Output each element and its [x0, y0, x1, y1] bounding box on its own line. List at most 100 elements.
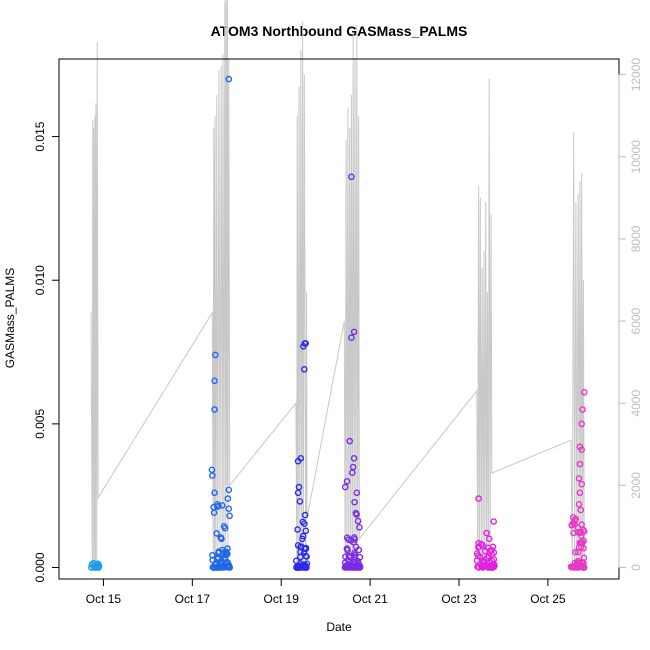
data-point [578, 446, 586, 454]
data-point [300, 365, 308, 373]
data-point [341, 483, 349, 491]
data-point [225, 486, 233, 494]
data-point [572, 548, 579, 556]
data-point [299, 532, 307, 540]
y-axis: 0.000 0.005 0.010 0.015 [33, 121, 60, 583]
y-tick-label: 0.000 [33, 552, 47, 582]
data-point [297, 454, 305, 462]
data-point [88, 564, 95, 571]
data-point [483, 529, 490, 537]
data-point [575, 500, 583, 508]
data-point [346, 437, 354, 445]
x-axis-label: Date [326, 620, 352, 634]
data-point [225, 505, 232, 513]
data-point [226, 512, 233, 520]
y-tick-label: 0.015 [33, 121, 47, 151]
gasmass-series [88, 75, 588, 571]
data-point [299, 535, 306, 543]
data-point [570, 529, 577, 537]
y2-tick-label: 4000 [629, 390, 643, 417]
data-point [345, 563, 353, 570]
data-point [485, 535, 493, 543]
data-point [580, 537, 588, 545]
y2-tick-label: 10000 [629, 140, 643, 174]
data-point [225, 75, 233, 83]
data-point [294, 526, 301, 533]
data-point [345, 536, 352, 543]
data-point [578, 480, 586, 488]
data-point [353, 511, 360, 518]
data-point [350, 454, 358, 462]
data-point [211, 489, 218, 497]
x-tick-label: Oct 21 [352, 592, 388, 606]
data-point [490, 556, 498, 563]
data-point [302, 545, 310, 553]
data-point [345, 552, 353, 560]
data-point [302, 552, 310, 560]
data-point [355, 546, 363, 554]
data-point [576, 489, 584, 497]
altitude-series [90, 0, 585, 568]
flight-5-points [473, 495, 498, 571]
data-point [343, 477, 351, 485]
data-point [344, 546, 351, 554]
data-point [355, 561, 363, 569]
y-tick-label: 0.010 [33, 265, 47, 295]
data-point [350, 328, 358, 336]
data-point [485, 552, 493, 560]
flight-6-points [567, 388, 588, 571]
data-point [481, 547, 489, 555]
data-point [302, 527, 310, 535]
data-point [580, 564, 588, 571]
y2-tick-label: 6000 [629, 307, 643, 334]
flight-4-points [341, 173, 364, 571]
data-point [577, 506, 585, 514]
data-point [214, 554, 222, 561]
data-point [224, 545, 231, 552]
data-point [211, 406, 218, 413]
data-point [572, 515, 580, 523]
flight-3-points [292, 340, 311, 571]
data-point [473, 557, 481, 564]
data-point [296, 498, 304, 505]
data-point [210, 503, 217, 511]
data-point [568, 521, 576, 529]
data-point [211, 377, 218, 385]
altitude-line [90, 0, 585, 568]
data-point [490, 549, 498, 556]
data-point [217, 534, 225, 541]
data-point [220, 549, 227, 556]
data-point [294, 564, 302, 571]
data-point [348, 173, 355, 181]
data-point [578, 532, 585, 540]
x-tick-label: Oct 15 [86, 592, 122, 606]
plot-frame [58, 58, 620, 580]
data-point [575, 475, 583, 482]
data-point [356, 524, 363, 531]
y2-axis: 0 2000 4000 6000 8000 10000 12000 [618, 58, 643, 571]
data-point [349, 463, 357, 471]
data-point [479, 564, 487, 571]
data-point [576, 561, 583, 569]
y2-tick-label: 8000 [629, 225, 643, 252]
data-point [579, 406, 586, 413]
y2-tick-label: 0 [629, 564, 643, 571]
data-point [224, 495, 232, 502]
y-tick-label: 0.005 [33, 409, 47, 439]
data-point [348, 334, 355, 342]
data-point [297, 548, 304, 556]
data-point [212, 351, 219, 359]
data-point [474, 544, 482, 551]
x-tick-label: Oct 25 [530, 592, 566, 606]
data-point [484, 554, 491, 561]
data-point [212, 564, 220, 571]
x-axis: Oct 15 Oct 17 Oct 19 Oct 21 Oct 23 Oct 25 [86, 578, 566, 606]
data-point [301, 511, 309, 519]
data-point [292, 557, 300, 565]
data-point [300, 342, 307, 350]
data-point [294, 489, 302, 497]
data-point [350, 534, 358, 541]
data-point [348, 469, 356, 477]
data-point [213, 530, 220, 537]
